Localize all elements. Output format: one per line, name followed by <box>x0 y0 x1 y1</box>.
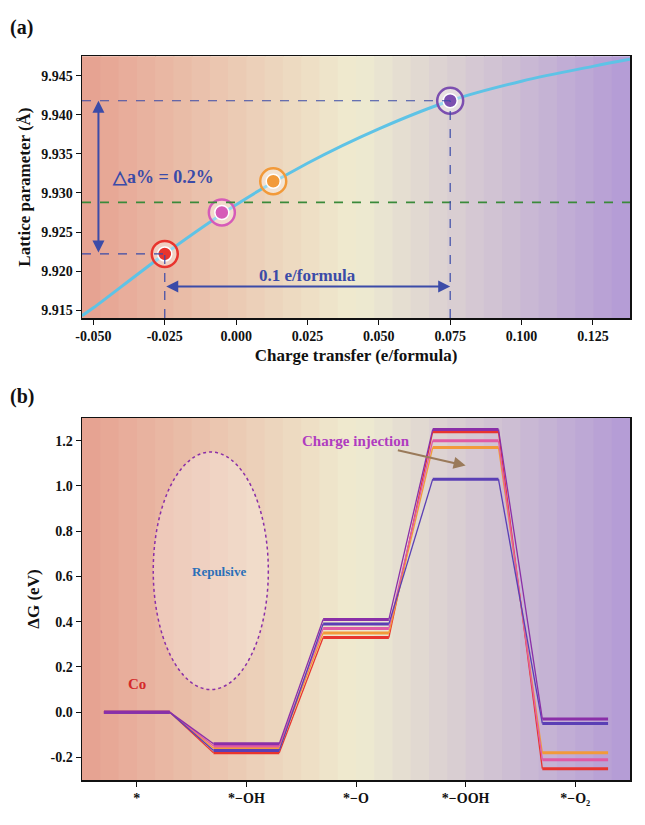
svg-text:0.000: 0.000 <box>220 329 252 344</box>
svg-text:9.945: 9.945 <box>41 69 73 84</box>
svg-text:9.915: 9.915 <box>41 303 73 318</box>
svg-text:Charge transfer (e/formula): Charge transfer (e/formula) <box>255 346 458 365</box>
svg-text:0.075: 0.075 <box>434 329 466 344</box>
svg-text:9.920: 9.920 <box>41 264 73 279</box>
svg-text:Repulsive: Repulsive <box>192 564 246 579</box>
svg-text:Charge injection: Charge injection <box>302 433 410 449</box>
svg-text:(a): (a) <box>10 16 33 39</box>
svg-text:0.0: 0.0 <box>55 705 73 720</box>
svg-text:0.4: 0.4 <box>55 615 73 630</box>
svg-text:1.0: 1.0 <box>55 479 73 494</box>
svg-text:0.050: 0.050 <box>363 329 395 344</box>
svg-text:*−O₂: *−O₂ <box>560 791 590 806</box>
svg-text:Co: Co <box>128 676 146 692</box>
svg-text:-0.025: -0.025 <box>147 329 183 344</box>
svg-text:(b): (b) <box>10 385 34 408</box>
svg-text:*−OOH: *−OOH <box>442 791 490 806</box>
svg-text:Lattice parameter (Å): Lattice parameter (Å) <box>15 107 34 266</box>
svg-text:*−O: *−O <box>343 791 369 806</box>
svg-text:-0.050: -0.050 <box>75 329 111 344</box>
svg-text:1.2: 1.2 <box>55 434 73 449</box>
svg-text:0.8: 0.8 <box>55 524 73 539</box>
svg-text:0.6: 0.6 <box>55 569 73 584</box>
svg-text:0.100: 0.100 <box>506 329 538 344</box>
svg-text:9.930: 9.930 <box>41 186 73 201</box>
svg-text:9.940: 9.940 <box>41 108 73 123</box>
svg-text:9.925: 9.925 <box>41 225 73 240</box>
svg-text:ΔG (eV): ΔG (eV) <box>24 569 43 628</box>
svg-text:△a% = 0.2%: △a% = 0.2% <box>112 167 214 187</box>
svg-text:*−OH: *−OH <box>228 791 265 806</box>
svg-text:*: * <box>133 791 140 806</box>
svg-text:0.025: 0.025 <box>292 329 324 344</box>
svg-text:0.1 e/formula: 0.1 e/formula <box>259 266 356 285</box>
svg-text:0.125: 0.125 <box>577 329 609 344</box>
svg-text:0.2: 0.2 <box>55 660 73 675</box>
svg-text:-0.2: -0.2 <box>51 750 73 765</box>
svg-text:9.935: 9.935 <box>41 147 73 162</box>
